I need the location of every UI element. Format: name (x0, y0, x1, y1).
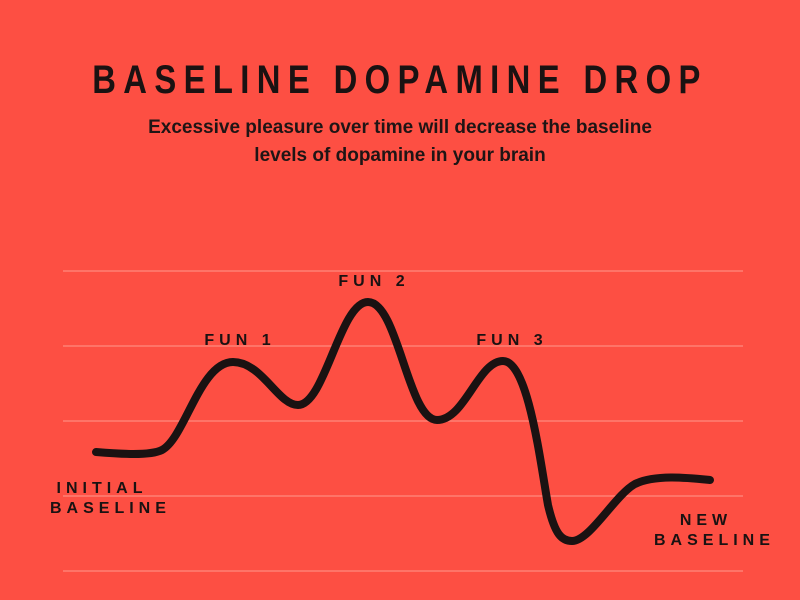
chart-title: BASELINE DOPAMINE DROP (92, 58, 708, 102)
new-baseline-line-1: NEW (679, 512, 733, 529)
subtitle-line-2: levels of dopamine in your brain (254, 145, 546, 166)
subtitle-line-1: Excessive pleasure over time will decrea… (148, 117, 652, 138)
gridlines (63, 270, 743, 572)
dopamine-curve (92, 298, 714, 545)
initial-baseline-line-2: BASELINE (50, 500, 171, 517)
initial-baseline-line-1: INITIAL (56, 480, 148, 497)
label-initial-baseline: INITIAL BASELINE (50, 479, 171, 519)
label-new-baseline: NEW BASELINE (654, 511, 775, 551)
label-fun-2: FUN 2 (338, 273, 410, 290)
label-fun-1: FUN 1 (204, 332, 276, 349)
chart-subtitle: Excessive pleasure over time will decrea… (0, 114, 800, 170)
label-fun-3: FUN 3 (476, 332, 548, 349)
new-baseline-line-2: BASELINE (654, 532, 775, 549)
